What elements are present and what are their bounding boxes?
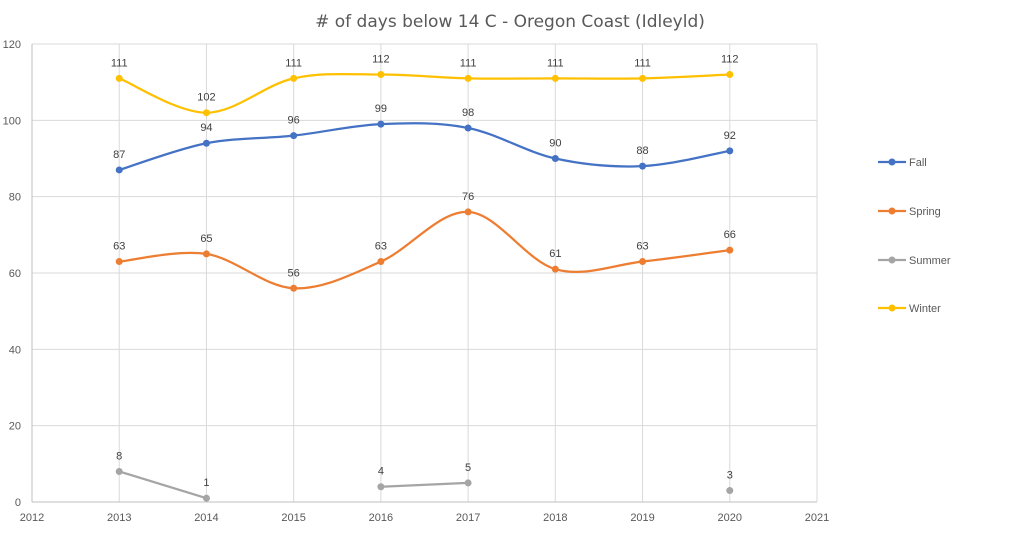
winter-data-label: 112 — [721, 54, 739, 66]
y-tick-label: 80 — [9, 192, 21, 204]
legend-marker-winter — [888, 304, 896, 312]
summer-point — [202, 494, 210, 502]
winter-point — [726, 71, 734, 79]
summer-data-label: 1 — [203, 477, 209, 489]
fall-data-label: 98 — [462, 107, 474, 119]
spring-data-label: 56 — [288, 267, 300, 279]
y-tick-label: 40 — [9, 344, 21, 356]
legend-marker-summer — [888, 256, 896, 264]
winter-data-label: 112 — [372, 54, 390, 66]
x-tick-label: 2014 — [194, 512, 218, 524]
axes: 0 20 40 60 80 100 120 2012 2013 2014 2015 2016 2017 2… — [3, 39, 830, 524]
spring-data-label: 66 — [724, 229, 736, 241]
chart-title: # of days below 14 C - Oregon Coast (Idl… — [315, 12, 705, 32]
summer-data-label: 3 — [727, 470, 733, 482]
fall-data-label: 87 — [113, 149, 125, 161]
spring-data-label: 63 — [113, 241, 125, 253]
winter-point — [115, 74, 123, 82]
fall-data-label: 88 — [636, 145, 648, 157]
summer-series-line — [118, 470, 207, 500]
summer-data-label: 5 — [465, 462, 471, 474]
winter-point — [290, 74, 298, 82]
summer-data-label: 8 — [116, 450, 122, 462]
spring-series-line — [119, 210, 730, 290]
spring-data-label: 63 — [375, 241, 387, 253]
spring-data-label: 65 — [200, 233, 212, 245]
x-tick-label: 2015 — [281, 512, 305, 524]
fall-point — [377, 120, 385, 128]
x-tick-label: 2016 — [369, 512, 393, 524]
spring-point — [726, 246, 734, 254]
x-tick-label: 2017 — [456, 512, 480, 524]
fall-point — [464, 124, 472, 132]
x-tick-label: 2020 — [718, 512, 742, 524]
legend-marker-fall — [888, 158, 896, 166]
winter-data-label: 111 — [111, 57, 128, 69]
summer-point — [464, 479, 472, 487]
summer-point — [726, 487, 734, 495]
spring-data-label: 61 — [549, 248, 561, 260]
fall-point — [115, 166, 123, 174]
winter-data-label: 111 — [285, 57, 302, 69]
fall-data-label: 94 — [200, 122, 212, 134]
x-tick-label: 2021 — [805, 512, 829, 524]
spring-point — [464, 208, 472, 216]
legend-label-summer: Summer — [909, 255, 951, 267]
fall-point — [551, 155, 559, 162]
legend-label-spring: Spring — [909, 206, 941, 218]
legend-label-winter: Winter — [909, 303, 941, 315]
y-tick-label: 20 — [9, 421, 21, 433]
y-tick-label: 120 — [3, 39, 21, 51]
x-tick-label: 2019 — [630, 512, 654, 524]
spring-point — [115, 258, 123, 266]
fall-data-label: 90 — [549, 138, 561, 150]
summer-series-line — [380, 481, 469, 488]
winter-data-label: 111 — [547, 57, 564, 69]
fall-data-label: 92 — [724, 130, 736, 142]
spring-point — [377, 258, 385, 266]
x-tick-label: 2012 — [20, 512, 44, 524]
series-lines — [115, 71, 734, 502]
x-tick-label: 2018 — [543, 512, 567, 524]
summer-point — [377, 483, 385, 491]
summer-data-label: 4 — [378, 466, 384, 478]
winter-data-label: 111 — [460, 57, 477, 69]
legend-marker-spring — [888, 207, 896, 215]
winter-point — [551, 74, 559, 82]
fall-point — [639, 162, 647, 170]
gridlines — [32, 43, 818, 502]
winter-point — [464, 74, 472, 82]
winter-point — [377, 71, 385, 79]
legend-label-fall: Fall — [909, 157, 927, 169]
spring-data-label: 76 — [462, 191, 474, 203]
fall-data-label: 99 — [375, 103, 387, 115]
legend: Fall Spring Summer Winter — [878, 157, 951, 315]
fall-data-label: 96 — [288, 115, 300, 127]
spring-point — [290, 284, 298, 292]
winter-series-line — [118, 72, 730, 114]
winter-data-label: 111 — [634, 57, 651, 69]
y-tick-label: 100 — [3, 115, 21, 127]
fall-point — [202, 139, 210, 147]
winter-point — [639, 74, 647, 82]
spring-point — [551, 265, 559, 273]
fall-point — [290, 132, 298, 140]
spring-point — [639, 258, 647, 266]
y-tick-label: 0 — [15, 497, 21, 509]
winter-data-label: 102 — [197, 92, 215, 104]
fall-series-line — [118, 122, 730, 172]
data-labels: 87 94 96 99 98 90 88 92 63 65 56 63 76 61 63 66 8 1 4 5 3 111… — [111, 54, 739, 490]
summer-point — [115, 467, 123, 475]
fall-point — [726, 147, 734, 155]
x-tick-label: 2013 — [107, 512, 131, 524]
spring-point — [202, 250, 210, 258]
y-tick-label: 60 — [9, 268, 21, 280]
spring-data-label: 63 — [636, 241, 648, 253]
winter-point — [202, 109, 210, 117]
